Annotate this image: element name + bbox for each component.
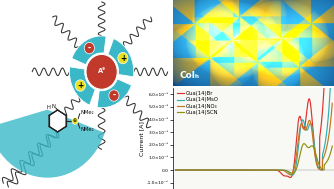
Circle shape (86, 54, 117, 89)
Gua(14)Br (296, 123, 300, 125)
Gua(14)MsO (296, 150, 300, 152)
Gua(14)SCN (242, 169, 246, 171)
Line: Gua(14)SCN: Gua(14)SCN (176, 144, 332, 173)
Wedge shape (69, 67, 95, 105)
Gua(14)MsO (174, 169, 178, 171)
Wedge shape (0, 110, 105, 178)
Text: ⊕: ⊕ (73, 119, 77, 123)
Circle shape (75, 80, 86, 91)
Gua(14)Br (299, 117, 303, 119)
Gua(14)NO₃ (242, 169, 246, 171)
Text: NMe₂: NMe₂ (80, 110, 94, 115)
Gua(14)NO₃ (288, 174, 292, 176)
Text: -: - (112, 91, 116, 100)
Gua(14)SCN (281, 169, 285, 171)
Line: Gua(14)MsO: Gua(14)MsO (176, 43, 332, 175)
Circle shape (118, 53, 128, 64)
Text: -: - (88, 44, 91, 53)
Gua(14)Br (242, 169, 246, 171)
Gua(14)Br (288, 176, 292, 179)
Text: Colₕ: Colₕ (179, 71, 199, 80)
Gua(14)MsO (237, 169, 241, 171)
Gua(14)SCN (302, 143, 306, 145)
Text: Aᶿ: Aᶿ (98, 68, 106, 74)
Circle shape (109, 90, 119, 101)
Gua(14)SCN (296, 163, 300, 165)
Gua(14)Br (174, 169, 178, 171)
Text: +: + (77, 81, 84, 90)
Gua(14)NO₃ (281, 169, 285, 172)
Gua(14)SCN (174, 169, 178, 171)
Gua(14)MsO (330, 42, 334, 44)
Gua(14)MsO (190, 169, 194, 171)
Text: N: N (52, 104, 56, 109)
Circle shape (72, 118, 78, 124)
Legend: Gua(14)Br, Gua(14)MsO, Gua(14)NO₃, Gua(14)SCN: Gua(14)Br, Gua(14)MsO, Gua(14)NO₃, Gua(1… (177, 91, 219, 116)
Gua(14)NO₃ (237, 169, 241, 171)
Gua(14)NO₃ (296, 142, 300, 144)
Gua(14)NO₃ (190, 169, 194, 171)
Gua(14)NO₃ (299, 124, 303, 126)
Gua(14)Br (237, 169, 241, 171)
Gua(14)MsO (281, 169, 285, 171)
Gua(14)SCN (190, 169, 194, 171)
Circle shape (84, 42, 95, 54)
Gua(14)Br (281, 174, 285, 177)
Polygon shape (49, 110, 66, 132)
Wedge shape (97, 79, 132, 108)
Gua(14)SCN (330, 145, 334, 147)
Gua(14)SCN (237, 169, 241, 171)
Text: +: + (120, 54, 126, 63)
Line: Gua(14)Br: Gua(14)Br (176, 0, 332, 177)
Gua(14)SCN (291, 172, 295, 174)
Wedge shape (108, 39, 134, 77)
Y-axis label: Current [A]: Current [A] (139, 121, 144, 156)
Wedge shape (72, 36, 106, 65)
Gua(14)NO₃ (330, 102, 334, 104)
Text: NMe₂: NMe₂ (80, 127, 94, 132)
Gua(14)NO₃ (174, 169, 178, 171)
Gua(14)Br (190, 169, 194, 171)
Gua(14)MsO (299, 125, 303, 127)
Gua(14)MsO (242, 169, 246, 171)
Line: Gua(14)NO₃: Gua(14)NO₃ (176, 103, 332, 175)
Text: H: H (46, 105, 50, 110)
Gua(14)SCN (299, 150, 303, 153)
Gua(14)MsO (291, 174, 295, 176)
